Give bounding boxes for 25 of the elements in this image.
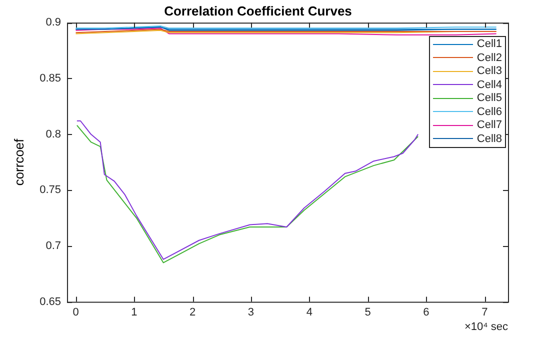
y-tick-label: 0.7 <box>46 240 62 252</box>
x-tick-label: 2 <box>190 306 196 318</box>
y-tick-label: 0.75 <box>40 184 62 196</box>
legend-label: Cell1 <box>476 38 502 50</box>
x-tick-label: 7 <box>482 306 488 318</box>
y-tick-label: 0.85 <box>40 72 62 84</box>
x-tick-label: 0 <box>72 306 79 318</box>
legend-label: Cell5 <box>476 92 502 104</box>
x-tick-label: 1 <box>131 306 138 318</box>
y-axis-title: corrcoef <box>11 138 26 186</box>
y-tick-label: 0.8 <box>46 128 62 140</box>
y-tick-label: 0.65 <box>40 296 62 308</box>
x-axis-title: ×10⁴ sec <box>464 320 508 333</box>
legend-label: Cell3 <box>476 65 502 78</box>
x-tick-label: 3 <box>248 306 254 318</box>
x-tick-label: 6 <box>423 306 430 318</box>
x-tick-label: 4 <box>306 306 312 318</box>
chart-title: Correlation Coefficient Curves <box>164 3 352 18</box>
y-tick-label: 0.9 <box>46 16 62 29</box>
x-tick-label: 5 <box>364 306 371 318</box>
legend-label: Cell7 <box>476 119 502 132</box>
legend-label: Cell4 <box>476 78 502 91</box>
legend-label: Cell2 <box>476 52 502 64</box>
legend-label: Cell8 <box>476 132 502 145</box>
legend-label: Cell6 <box>476 106 502 118</box>
